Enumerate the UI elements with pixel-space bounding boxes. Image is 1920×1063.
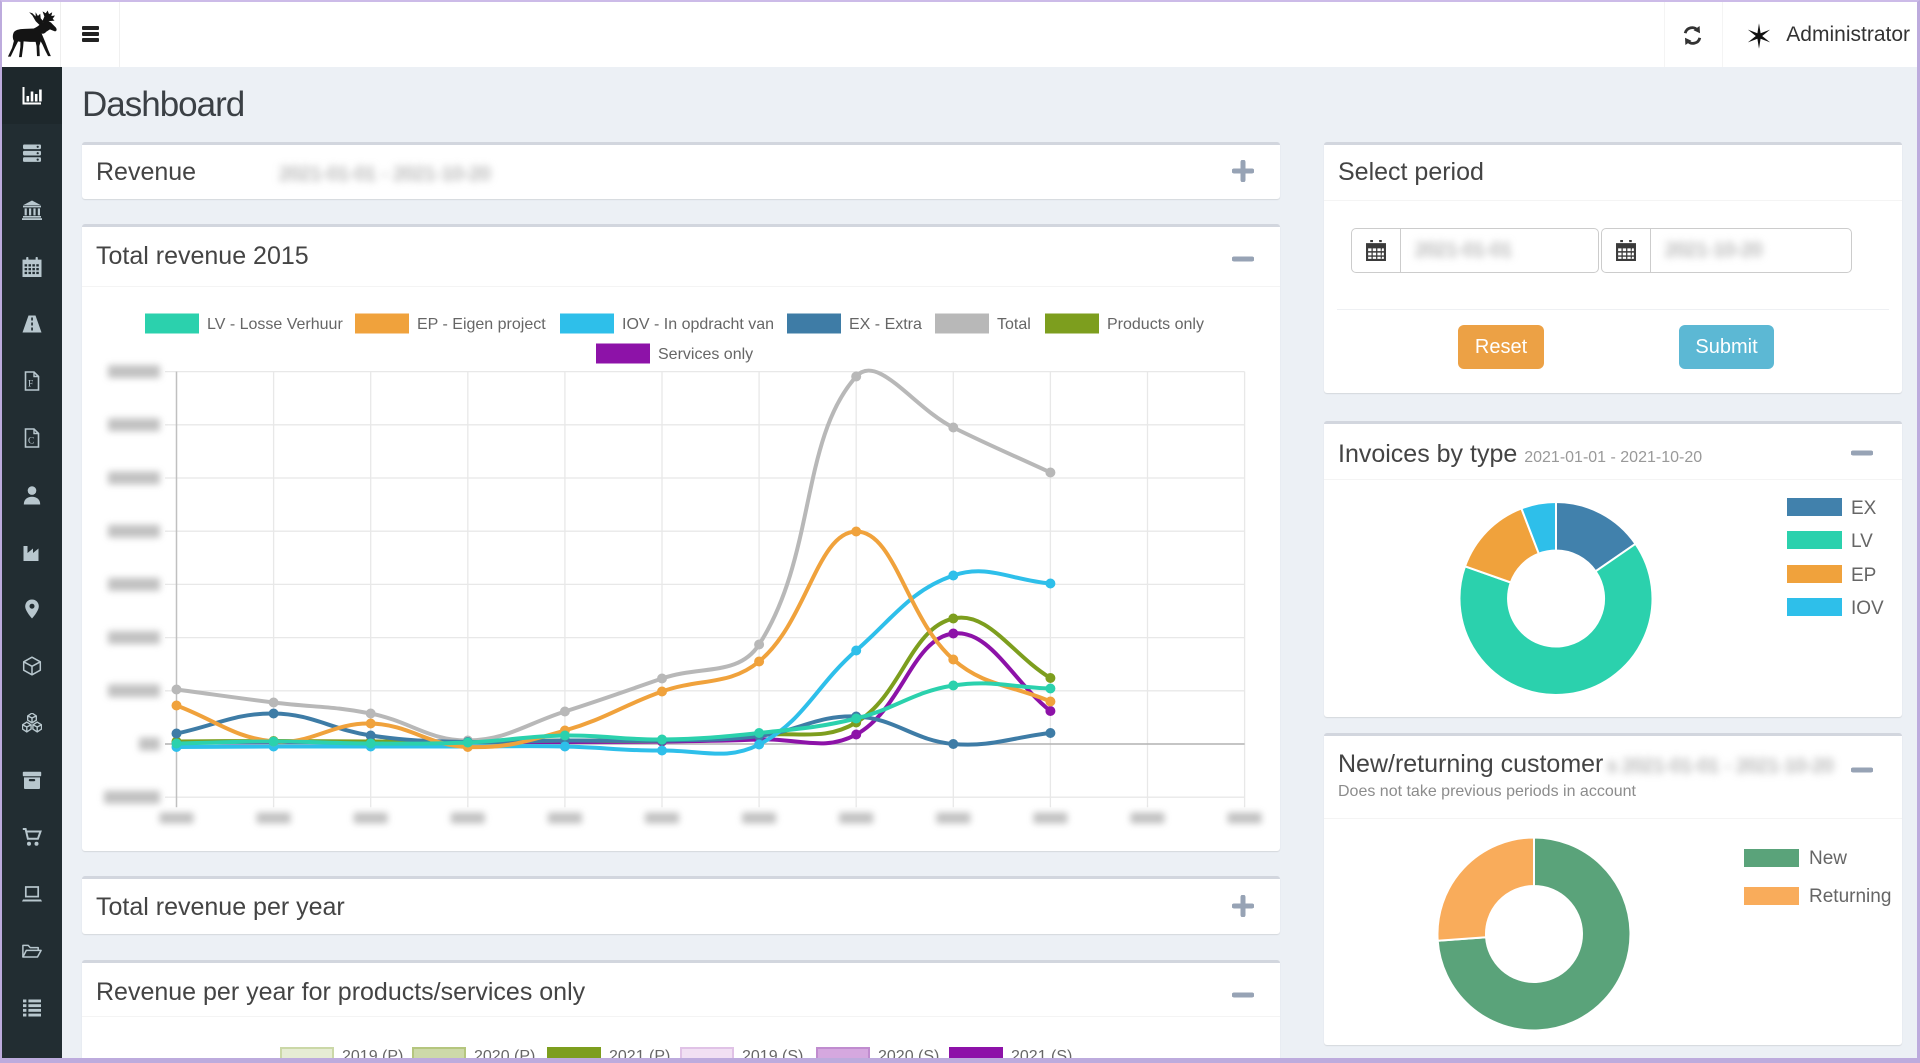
svg-text:EP - Eigen project: EP - Eigen project <box>417 316 546 333</box>
svg-text:Products only: Products only <box>1107 316 1204 333</box>
svg-text:IOV - In opdracht van: IOV - In opdracht van <box>622 316 774 333</box>
svg-text:F: F <box>28 379 33 389</box>
svg-text:C: C <box>28 436 34 446</box>
svg-text:Services only: Services only <box>658 346 753 363</box>
svg-text:Total: Total <box>997 316 1031 333</box>
svg-text:LV - Losse Verhuur: LV - Losse Verhuur <box>207 316 343 333</box>
svg-text:EX - Extra: EX - Extra <box>849 316 922 333</box>
